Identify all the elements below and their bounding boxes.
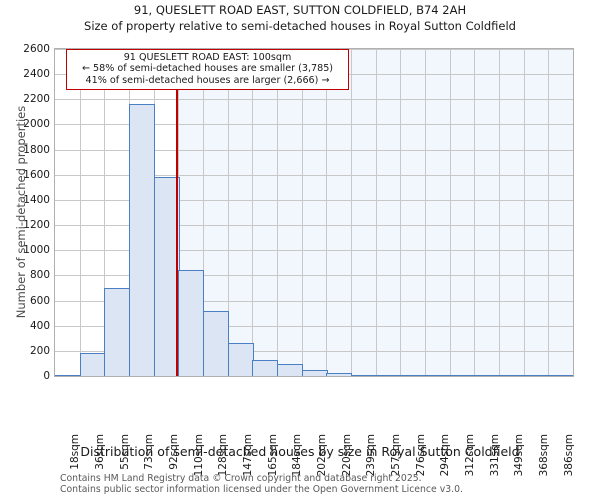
- gridline: [55, 200, 573, 201]
- footer-attribution: Contains HM Land Registry data © Crown c…: [60, 473, 463, 495]
- y-axis-tick-label: 1600: [23, 168, 50, 181]
- histogram-bar: [252, 359, 278, 376]
- histogram-bar: [326, 372, 352, 376]
- annotation-box: 91 QUESLETT ROAD EAST: 100sqm ← 58% of s…: [66, 49, 349, 91]
- annotation-line-2: ← 58% of semi-detached houses are smalle…: [81, 63, 334, 75]
- y-axis-tick-label: 2200: [23, 93, 50, 106]
- footer-line-2: Contains public sector information licen…: [60, 484, 463, 495]
- y-axis-tick-label: 2000: [23, 118, 50, 131]
- y-axis-tick-label: 200: [29, 344, 50, 357]
- footer-line-1: Contains HM Land Registry data © Crown c…: [60, 473, 422, 484]
- gridline: [252, 49, 253, 376]
- gridline: [351, 49, 352, 376]
- gridline: [203, 49, 204, 376]
- gridline: [277, 49, 278, 376]
- histogram-bar: [277, 364, 303, 376]
- histogram-bar: [203, 310, 229, 376]
- gridline: [55, 301, 573, 302]
- histogram-bar: [129, 104, 155, 376]
- gridline: [376, 49, 377, 376]
- property-size-marker-line: [176, 49, 179, 376]
- plot-area: [54, 48, 574, 377]
- gridline: [548, 49, 549, 376]
- histogram-bar: [80, 353, 106, 376]
- histogram-bar: [450, 375, 476, 376]
- annotation-line-1: 91 QUESLETT ROAD EAST: 100sqm: [123, 52, 292, 63]
- histogram-bar: [302, 369, 328, 376]
- y-axis-tick-label: 400: [29, 319, 50, 332]
- histogram-bar: [351, 374, 377, 376]
- page-subtitle: Size of property relative to semi-detach…: [84, 19, 516, 33]
- gridline: [425, 49, 426, 376]
- gridline: [55, 150, 573, 151]
- y-axis-tick-label: 600: [29, 294, 50, 307]
- gridline: [400, 49, 401, 376]
- y-axis-tick-label: 0: [43, 370, 50, 382]
- histogram-bar: [178, 270, 204, 376]
- gridline: [55, 124, 573, 125]
- gridline: [55, 225, 573, 226]
- y-axis-tick-label: 2400: [23, 68, 50, 81]
- histogram-bar: [524, 375, 550, 376]
- page-title: 91, QUESLETT ROAD EAST, SUTTON COLDFIELD…: [133, 3, 467, 17]
- y-axis-tick-label: 1000: [23, 244, 50, 257]
- y-axis-tick-label: 1400: [23, 193, 50, 206]
- annotation-line-3: 41% of semi-detached houses are larger (…: [85, 74, 330, 86]
- y-axis-tick-label: 1800: [23, 143, 50, 156]
- gridline: [55, 175, 573, 176]
- gridline: [55, 99, 573, 100]
- gridline: [104, 49, 105, 376]
- histogram-bar: [55, 375, 81, 376]
- gridline: [524, 49, 525, 376]
- larger-properties-shaded-region: [177, 49, 573, 376]
- histogram-bar: [425, 375, 451, 376]
- histogram-bar: [499, 375, 525, 376]
- y-axis-tick-label: 1200: [23, 219, 50, 232]
- x-axis-ticks: 18sqm 36sqm 55sqm 73sqm 92sqm 110sqm 128sqm 147…: [54, 382, 574, 476]
- gridline: [55, 275, 573, 276]
- histogram-bar: [376, 375, 402, 376]
- gridline: [326, 49, 327, 376]
- y-axis-ticks: 0 200 400 600 800 1000 1200 1400 1600 1800 2000 220…: [0, 44, 50, 381]
- histogram-bar: [548, 375, 573, 376]
- gridline: [474, 49, 475, 376]
- gridline: [302, 49, 303, 376]
- y-axis-tick-label: 800: [29, 269, 50, 282]
- histogram-bar: [400, 375, 426, 376]
- gridline: [450, 49, 451, 376]
- gridline: [55, 351, 573, 352]
- gridline: [55, 250, 573, 251]
- histogram-bar: [104, 287, 130, 376]
- gridline: [55, 326, 573, 327]
- gridline: [80, 49, 81, 376]
- x-axis-label: Distribution of semi-detached houses by …: [80, 444, 520, 459]
- histogram-bar: [474, 375, 500, 376]
- gridline: [228, 49, 229, 376]
- gridline: [499, 49, 500, 376]
- histogram-bar: [228, 342, 254, 376]
- y-axis-tick-label: 2600: [23, 43, 50, 55]
